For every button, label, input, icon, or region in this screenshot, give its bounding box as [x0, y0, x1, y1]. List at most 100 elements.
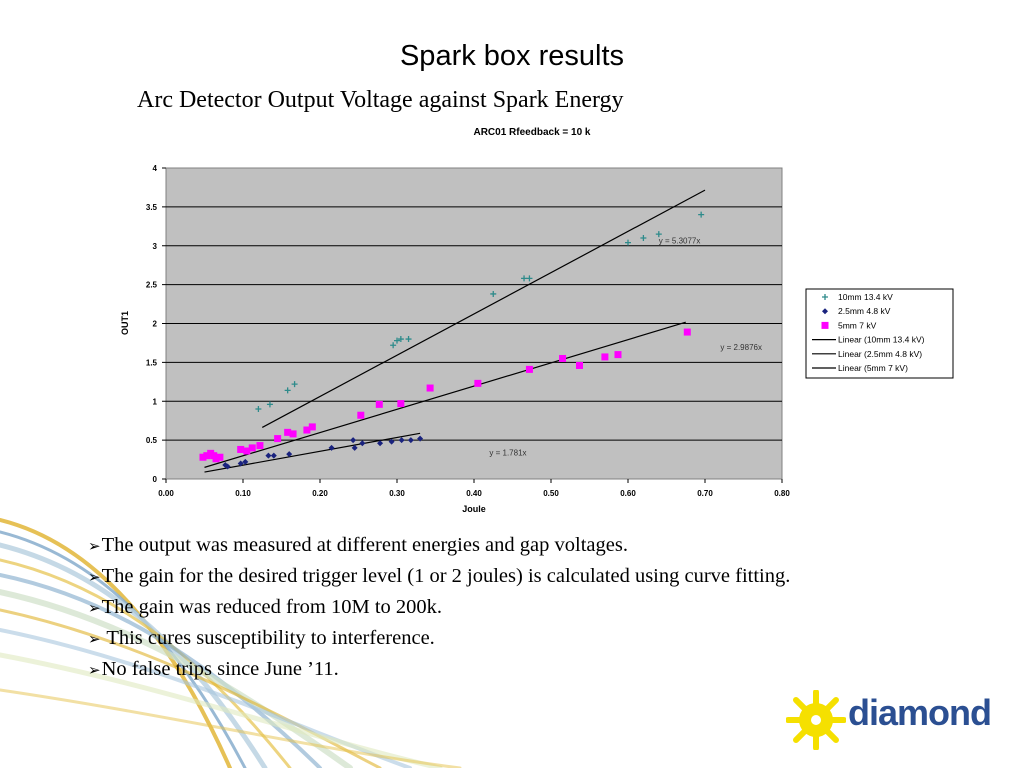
x-tick-label: 0.60	[620, 489, 636, 498]
bullet-item: ➢The gain for the desired trigger level …	[88, 562, 790, 593]
data-point	[199, 453, 207, 461]
data-point	[575, 361, 583, 369]
data-point	[284, 428, 292, 436]
data-point	[375, 400, 383, 408]
data-point	[256, 442, 264, 450]
data-point	[390, 342, 397, 349]
y-tick-label: 3.5	[146, 203, 158, 212]
legend-marker	[822, 294, 828, 300]
data-point	[388, 438, 395, 445]
legend: 10mm 13.4 kV 2.5mm 4.8 kV 5mm 7 kV Linear (…	[805, 288, 954, 379]
gridlines	[166, 206, 782, 441]
data-point	[350, 437, 357, 444]
data-point	[521, 275, 528, 282]
data-point	[614, 351, 622, 359]
data-point	[212, 455, 220, 463]
x-tick-label: 0.10	[235, 489, 251, 498]
bullet-item: ➢ This cures susceptibility to interfere…	[88, 624, 790, 655]
legend-label: Linear (10mm 13.4 kV)	[838, 335, 925, 345]
data-point	[308, 423, 316, 431]
x-tick-label: 0.70	[697, 489, 713, 498]
data-point	[289, 430, 297, 438]
x-tick-label: 0.50	[543, 489, 559, 498]
slide-subtitle: Arc Detector Output Voltage against Spar…	[137, 87, 624, 113]
data-point	[426, 384, 434, 392]
data-point	[359, 440, 366, 447]
data-point	[625, 239, 631, 246]
data-point	[274, 435, 282, 443]
chart-title: ARC01 Rfeedback = 10 k	[473, 127, 590, 138]
bullet-text: This cures susceptibility to interferenc…	[101, 627, 435, 649]
y-tick-label: 2.5	[146, 281, 158, 290]
bullet-text: The gain for the desired trigger level (…	[101, 565, 791, 587]
data-point	[559, 354, 567, 362]
y-axis-ticks: 0 0.5 1 1.5 2 2.5 3 3.5 4	[146, 164, 166, 484]
data-point	[526, 275, 533, 282]
data-point	[265, 452, 272, 459]
data-point	[237, 460, 244, 467]
data-point	[284, 387, 291, 394]
diamond-logo: diamond	[786, 684, 992, 756]
data-point	[640, 234, 647, 241]
data-point	[655, 231, 662, 238]
data-point	[242, 458, 249, 465]
trendline-equation-label: y = 5.3077x	[659, 236, 701, 245]
legend-box	[805, 288, 954, 379]
y-tick-label: 3	[153, 242, 158, 251]
legend-label: 5mm 7 kV	[838, 320, 877, 330]
logo-text: diamond	[848, 692, 992, 733]
data-points	[199, 211, 705, 470]
data-point	[243, 447, 251, 455]
data-point	[698, 211, 705, 218]
x-tick-label: 0.40	[466, 489, 482, 498]
legend-items: 10mm 13.4 kV 2.5mm 4.8 kV 5mm 7 kV Linear (…	[812, 292, 925, 373]
trendline-labels: y = 5.3077x y = 1.781x y = 2.9876x	[489, 236, 762, 457]
data-point	[407, 437, 414, 444]
y-tick-label: 1.5	[146, 358, 158, 367]
data-point	[394, 337, 400, 344]
data-point	[351, 444, 358, 451]
data-point	[255, 406, 262, 413]
bullet-item: ➢The gain was reduced from 10M to 200k.	[88, 593, 790, 624]
data-point	[405, 336, 412, 343]
arrow-bullet-icon: ➢	[88, 661, 101, 679]
data-point	[270, 452, 277, 459]
data-point	[328, 444, 335, 451]
y-tick-label: 0	[153, 475, 158, 484]
trendline	[204, 321, 686, 468]
legend-marker	[821, 321, 829, 329]
bullet-text: The output was measured at different ene…	[101, 534, 628, 556]
data-point	[286, 451, 293, 458]
data-point	[237, 445, 245, 453]
data-point	[266, 401, 273, 408]
x-axis-ticks: 0.00 0.10 0.20 0.30 0.40 0.50 0.60 0.70 0.80	[158, 479, 790, 498]
data-point	[601, 353, 609, 361]
bullet-item: ➢The output was measured at different en…	[88, 531, 790, 562]
legend-label: 2.5mm 4.8 kV	[838, 306, 891, 316]
legend-marker	[822, 308, 828, 315]
x-tick-label: 0.00	[158, 489, 174, 498]
y-tick-label: 4	[153, 164, 158, 173]
legend-label: 10mm 13.4 kV	[838, 292, 893, 302]
data-point	[417, 435, 424, 442]
data-point	[203, 452, 211, 460]
trendline	[261, 189, 706, 428]
arrow-bullet-icon: ➢	[88, 568, 101, 586]
bullet-item: ➢No false trips since June ’11.	[88, 655, 790, 686]
legend-label: Linear (5mm 7 kV)	[838, 363, 908, 373]
trendline-equation-label: y = 1.781x	[489, 449, 526, 458]
diamond-starburst-logo-icon	[786, 690, 846, 750]
arrow-bullet-icon: ➢	[88, 599, 101, 617]
bullet-list: ➢The output was measured at different en…	[88, 531, 790, 686]
y-tick-label: 0.5	[146, 436, 158, 445]
legend-label: Linear (2.5mm 4.8 kV)	[838, 349, 922, 359]
slide-title: Spark box results	[399, 40, 625, 72]
data-point	[357, 411, 365, 419]
data-point	[490, 290, 497, 297]
data-point	[303, 426, 311, 434]
bullet-text: No false trips since June ’11.	[101, 658, 339, 680]
data-point	[216, 453, 224, 461]
data-point	[248, 444, 256, 452]
